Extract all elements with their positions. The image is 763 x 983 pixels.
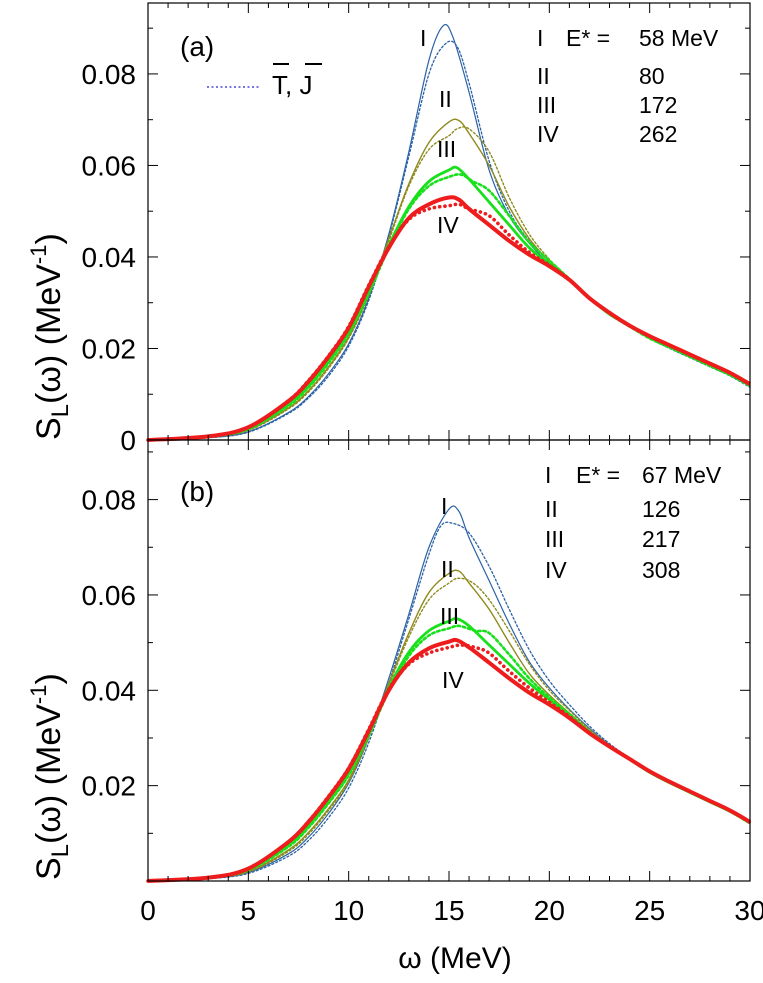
curve-a-label-III: III bbox=[437, 136, 456, 162]
series-a-II-dotted bbox=[147, 126, 751, 441]
panel-a-ticks bbox=[147, 3, 751, 440]
table-b-row4-value: 308 bbox=[642, 557, 680, 583]
panel-b-ytick-label: 0.02 bbox=[82, 771, 137, 802]
table-b-row3-value: 217 bbox=[642, 526, 680, 552]
x-tick-label: 5 bbox=[241, 895, 257, 926]
series-a-II-solid bbox=[147, 118, 751, 441]
series-b-III-dotted bbox=[146, 624, 752, 883]
legend-label: T, J bbox=[272, 70, 312, 100]
x-tick-label: 20 bbox=[534, 895, 565, 926]
table-a-row3-value: 172 bbox=[639, 92, 677, 118]
series-a-III-solid bbox=[147, 165, 751, 442]
series-b-III-solid bbox=[147, 617, 751, 883]
panel-b-curve-labels: I II III IV bbox=[440, 493, 464, 693]
panel-a-ytick-label: 0.02 bbox=[82, 333, 137, 364]
x-tick-labels: 0 5 10 15 20 25 30 bbox=[140, 895, 763, 926]
panel-b-curves bbox=[146, 505, 752, 883]
panel-b-ytick-label: 0.06 bbox=[82, 580, 137, 611]
curve-b-label-I: I bbox=[441, 493, 447, 519]
table-b-header-prefix: E* = bbox=[576, 462, 620, 488]
curve-b-label-III: III bbox=[440, 603, 459, 629]
table-a-row3-roman: III bbox=[537, 92, 556, 118]
curve-b-label-IV: IV bbox=[442, 667, 464, 693]
x-axis-label: ω (MeV) bbox=[398, 942, 511, 975]
table-a-row2-value: 80 bbox=[639, 63, 665, 89]
curve-a-label-IV: IV bbox=[437, 212, 459, 238]
panel-b: 0.02 0.04 0.06 0.08 (b) I E* = 67 MeV II 12… bbox=[26, 439, 752, 883]
curve-b-label-II: II bbox=[441, 556, 454, 582]
panel-b-ticks bbox=[147, 440, 751, 881]
table-b-row3-roman: III bbox=[545, 526, 564, 552]
series-a-IV-solid bbox=[147, 195, 751, 442]
panel-a-energy-table: I E* = 58 MeV II 80 III 172 IV 262 bbox=[537, 25, 719, 147]
panel-b-ytick-label: 0.08 bbox=[82, 485, 137, 516]
panel-b-energy-table: I E* = 67 MeV II 126 III 217 IV 308 bbox=[545, 462, 722, 583]
panel-b-label: (b) bbox=[180, 476, 214, 507]
panel-a: 0 0.02 0.04 0.06 0.08 (a) T, J I E* = 58 MeV… bbox=[26, 2, 752, 456]
x-tick-label: 10 bbox=[333, 895, 364, 926]
curve-a-label-II: II bbox=[439, 86, 452, 112]
table-a-header-prefix: E* = bbox=[566, 25, 610, 51]
table-b-row2-value: 126 bbox=[642, 496, 680, 522]
panel-a-y-axis-label: SL(ω) (MeV-1) bbox=[26, 233, 74, 440]
panel-a-ytick-label: 0 bbox=[120, 425, 136, 456]
panel-b-ytick-labels: 0.02 0.04 0.06 0.08 bbox=[82, 485, 137, 802]
panel-a-ytick-labels: 0 0.02 0.04 0.06 0.08 bbox=[82, 59, 137, 456]
panel-b-ytick-label: 0.04 bbox=[82, 675, 137, 706]
panel-a-curve-labels: I II III IV bbox=[420, 25, 459, 238]
x-tick-label: 30 bbox=[734, 895, 763, 926]
panel-a-ytick-label: 0.06 bbox=[82, 150, 137, 181]
curve-a-label-I: I bbox=[420, 25, 426, 51]
table-b-row1-roman: I bbox=[545, 462, 551, 488]
legend: T, J bbox=[207, 63, 322, 100]
series-a-IV-dotted bbox=[146, 202, 752, 442]
table-a-row1-roman: I bbox=[537, 25, 543, 51]
table-a-row4-value: 262 bbox=[639, 121, 677, 147]
table-b-row4-roman: IV bbox=[545, 557, 567, 583]
panel-a-ytick-label: 0.04 bbox=[82, 242, 137, 273]
panel-b-y-axis-label: SL(ω) (MeV-1) bbox=[26, 673, 74, 880]
table-a-row1-value: 58 MeV bbox=[639, 25, 719, 51]
table-b-row1-value: 67 MeV bbox=[642, 462, 722, 488]
panel-a-curves bbox=[146, 23, 752, 442]
series-b-IV-solid bbox=[147, 637, 751, 883]
panel-a-label: (a) bbox=[180, 31, 214, 62]
panel-a-ytick-label: 0.08 bbox=[82, 59, 137, 90]
table-a-row2-roman: II bbox=[537, 63, 550, 89]
series-a-I-dotted bbox=[147, 40, 751, 441]
table-a-row4-roman: IV bbox=[537, 121, 559, 147]
x-tick-label: 0 bbox=[140, 895, 156, 926]
x-tick-label: 15 bbox=[433, 895, 464, 926]
x-tick-label: 25 bbox=[634, 895, 665, 926]
table-b-row2-roman: II bbox=[545, 496, 558, 522]
